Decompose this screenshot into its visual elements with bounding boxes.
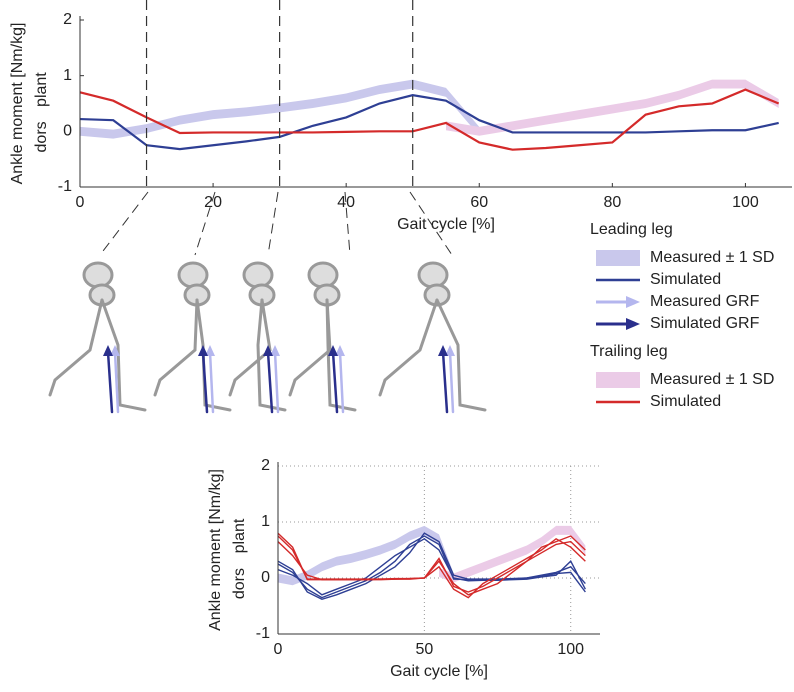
grf-measured-head <box>270 345 280 356</box>
sd-band <box>80 79 480 139</box>
leg <box>378 298 439 397</box>
legend-label: Simulated GRF <box>650 315 760 332</box>
x-tick-label: 80 <box>603 194 621 211</box>
grf-simulated-head <box>103 345 113 356</box>
legend-swatch <box>626 296 640 308</box>
leg <box>288 298 332 397</box>
connector <box>99 191 149 256</box>
grf-measured <box>448 350 455 414</box>
grf-simulated-head <box>438 345 448 356</box>
connector <box>267 191 279 256</box>
y-annotation: plant <box>33 72 50 107</box>
y-annotation: dors <box>33 121 50 152</box>
line <box>277 532 586 593</box>
legend-title: Leading leg <box>590 221 673 238</box>
grf-measured <box>273 350 280 414</box>
grf-measured-head <box>335 345 345 356</box>
y-axis-label: Ankle moment [Nm/kg] <box>9 23 26 185</box>
leg <box>48 298 104 397</box>
y-tick-label: -1 <box>256 625 270 642</box>
x-axis-label: Gait cycle [%] <box>397 216 495 233</box>
x-tick-label: 40 <box>337 194 355 211</box>
pelvis <box>423 283 451 307</box>
skeleton <box>378 261 487 414</box>
leg <box>228 298 272 397</box>
y-tick-label: 2 <box>261 457 270 474</box>
grf-simulated-head <box>198 345 208 356</box>
legend-swatch <box>596 250 640 266</box>
y-axis-label: Ankle moment [Nm/kg] <box>207 469 224 631</box>
legend-label: Simulated <box>650 393 721 410</box>
skull <box>82 261 114 289</box>
grf-measured <box>338 350 345 414</box>
x-tick-label: 100 <box>557 641 584 658</box>
y-tick-label: 1 <box>261 513 270 530</box>
legend-label: Simulated <box>650 271 721 288</box>
leg <box>100 298 147 412</box>
skull <box>242 261 274 289</box>
x-tick-label: 0 <box>274 641 283 658</box>
legend-swatch <box>626 318 640 330</box>
grf-simulated <box>106 350 114 414</box>
connector <box>194 191 216 256</box>
skull <box>417 261 449 289</box>
connector <box>344 191 351 256</box>
y-tick-label: -1 <box>58 178 72 195</box>
grf-measured <box>113 350 120 414</box>
x-tick-label: 60 <box>470 194 488 211</box>
y-annotation: plant <box>231 518 248 553</box>
x-tick-label: 0 <box>76 194 85 211</box>
grf-measured <box>208 350 215 414</box>
legend-label: Measured ± 1 SD <box>650 371 774 388</box>
leg <box>435 298 487 412</box>
y-tick-label: 0 <box>261 569 270 586</box>
skeleton <box>228 261 287 414</box>
x-tick-label: 20 <box>204 194 222 211</box>
grf-simulated <box>266 350 274 414</box>
x-axis-label: Gait cycle [%] <box>390 663 488 680</box>
legend-swatch <box>596 372 640 388</box>
leg <box>153 298 199 397</box>
grf-measured-head <box>205 345 215 356</box>
grf-simulated <box>331 350 339 414</box>
grf-simulated-head <box>328 345 338 356</box>
x-tick-label: 100 <box>732 194 759 211</box>
connector <box>409 191 453 256</box>
skeleton <box>288 261 357 414</box>
line <box>277 537 586 596</box>
skeleton <box>153 261 232 414</box>
y-tick-label: 2 <box>63 11 72 28</box>
grf-measured-head <box>110 345 120 356</box>
skull <box>307 261 339 289</box>
line <box>79 88 780 151</box>
skull <box>177 261 209 289</box>
x-tick-label: 50 <box>415 641 433 658</box>
grf-simulated <box>201 350 209 414</box>
line <box>79 94 779 151</box>
y-annotation: dors <box>231 568 248 599</box>
skeleton <box>48 261 147 414</box>
grf-measured-head <box>445 345 455 356</box>
legend-label: Measured ± 1 SD <box>650 249 774 266</box>
line <box>277 532 586 601</box>
grf-simulated <box>441 350 449 414</box>
sd-band <box>445 79 779 136</box>
sd-band <box>439 525 586 583</box>
grf-simulated-head <box>263 345 273 356</box>
sd-band <box>278 525 454 586</box>
legend-title: Trailing leg <box>590 343 668 360</box>
y-tick-label: 1 <box>63 67 72 84</box>
y-tick-label: 0 <box>63 123 72 140</box>
legend-label: Measured GRF <box>650 293 760 310</box>
